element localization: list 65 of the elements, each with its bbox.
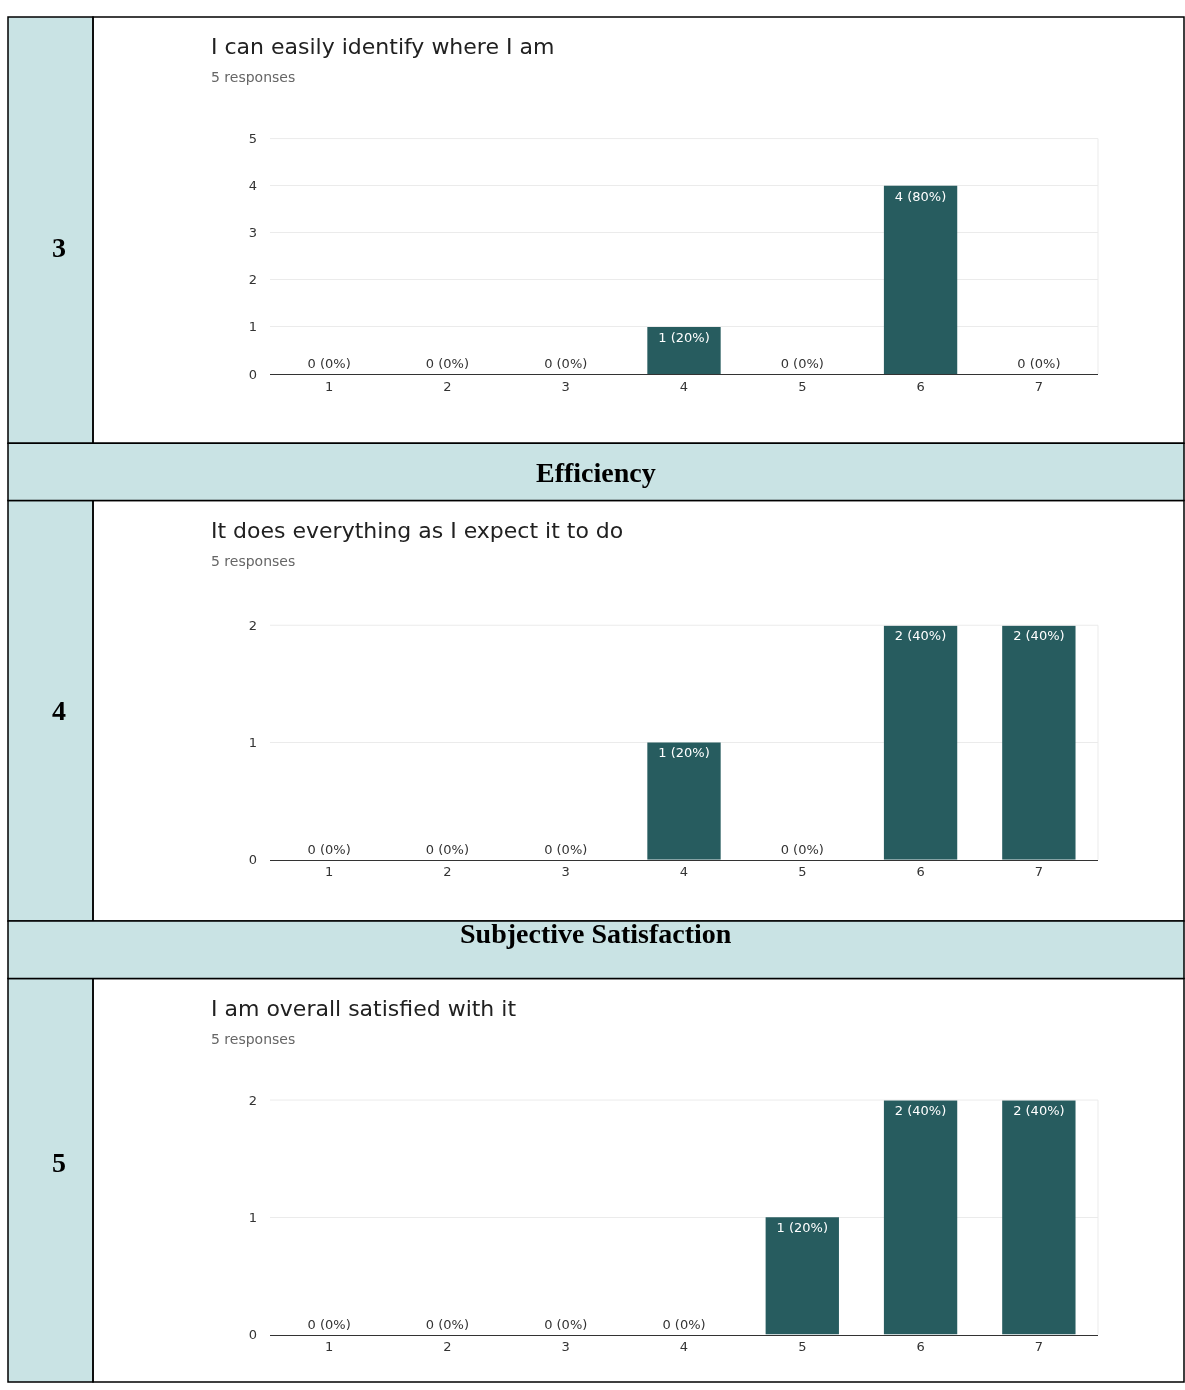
data-label: 2 (40%) — [1013, 628, 1065, 644]
x-tick-label: 3 — [561, 1339, 570, 1355]
x-tick-label: 3 — [561, 378, 570, 394]
text: 5 — [52, 1147, 66, 1178]
data-label: 0 (0%) — [544, 355, 588, 371]
data-label: 1 (20%) — [658, 745, 710, 761]
data-label: 0 (0%) — [425, 841, 470, 857]
data-label: 0 (0%) — [780, 841, 824, 857]
chart-subtitle: 5 responses — [211, 1031, 296, 1047]
x-tick-label: 4 — [679, 1339, 689, 1355]
chart-title: It does everything as I expect it to do — [211, 518, 624, 543]
x-tick-label: 7 — [1034, 864, 1043, 880]
x-tick-label: 2 — [443, 1339, 452, 1355]
data-label: 0 (0%) — [544, 841, 588, 857]
x-tick-label: 2 — [443, 864, 452, 880]
data-label: 2 (40%) — [894, 628, 947, 644]
text: Efficiency — [536, 457, 656, 488]
data-label: 1 (20%) — [776, 1220, 829, 1236]
y-tick-label: 0 — [248, 1327, 257, 1343]
text: 4 — [52, 695, 66, 726]
y-tick-label: 2 — [248, 617, 257, 633]
chart-subtitle: 5 responses — [211, 69, 296, 85]
x-tick-label: 7 — [1034, 378, 1043, 394]
text: 3 — [52, 232, 66, 263]
data-label: 0 (0%) — [662, 1316, 706, 1332]
data-label: 1 (20%) — [658, 329, 710, 345]
data-label: 0 (0%) — [307, 355, 351, 371]
y-tick-label: 3 — [248, 225, 257, 241]
x-tick-label: 5 — [798, 1339, 807, 1355]
data-label: 2 (40%) — [1013, 1103, 1065, 1119]
y-tick-label: 2 — [248, 272, 257, 288]
data-label: 4 (80%) — [894, 188, 947, 204]
chart-title: I am overall satisfied with it — [211, 996, 517, 1021]
y-tick-label: 1 — [248, 1209, 257, 1225]
data-label: 0 (0%) — [425, 355, 470, 371]
y-tick-label: 1 — [248, 735, 257, 751]
data-label: 0 (0%) — [1017, 355, 1061, 371]
x-tick-label: 6 — [916, 378, 925, 394]
x-tick-label: 4 — [679, 378, 689, 394]
x-tick-label: 1 — [325, 378, 334, 394]
x-tick-label: 7 — [1034, 1339, 1043, 1355]
data-label: 0 (0%) — [544, 1316, 588, 1332]
chart-title: I can easily identify where I am — [211, 34, 555, 59]
x-tick-label: 2 — [443, 378, 452, 394]
y-tick-label: 1 — [248, 319, 257, 335]
data-label: 0 (0%) — [425, 1316, 470, 1332]
x-tick-label: 6 — [916, 1339, 925, 1355]
data-label: 0 (0%) — [780, 355, 824, 371]
data-label: 0 (0%) — [307, 1316, 351, 1332]
x-tick-label: 5 — [798, 864, 807, 880]
x-tick-label: 6 — [916, 864, 925, 880]
y-tick-label: 5 — [248, 131, 257, 147]
x-tick-label: 1 — [325, 1339, 334, 1355]
chart-subtitle: 5 responses — [211, 553, 296, 569]
x-tick-label: 3 — [561, 864, 570, 880]
y-tick-label: 0 — [248, 852, 257, 868]
x-tick-label: 5 — [798, 378, 807, 394]
y-tick-label: 2 — [248, 1092, 257, 1108]
data-label: 2 (40%) — [894, 1103, 947, 1119]
x-tick-label: 1 — [325, 864, 334, 880]
y-tick-label: 0 — [248, 366, 257, 382]
x-tick-label: 4 — [679, 864, 689, 880]
text: Subjective Satisfaction — [460, 918, 732, 949]
data-label: 0 (0%) — [307, 841, 351, 857]
y-tick-label: 4 — [248, 178, 257, 194]
